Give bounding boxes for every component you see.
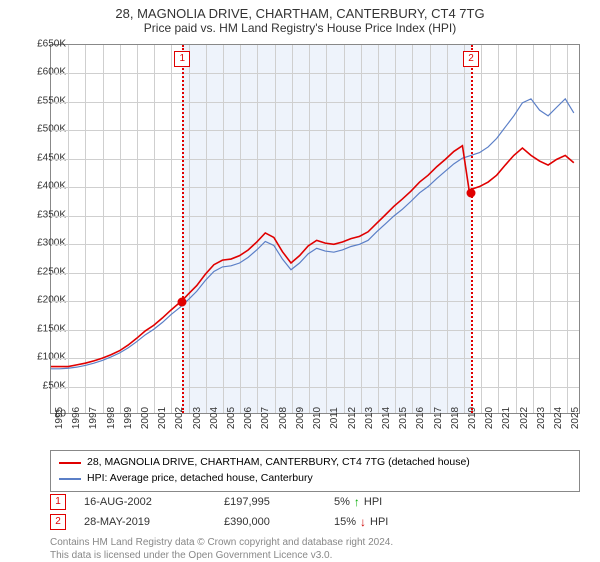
sale-price: £390,000 — [224, 516, 334, 528]
sale-marker-icon: 2 — [50, 514, 66, 530]
sale-date: 28-MAY-2019 — [84, 516, 224, 528]
legend-item: HPI: Average price, detached house, Cant… — [59, 471, 571, 487]
sale-date: 16-AUG-2002 — [84, 496, 224, 508]
plot-svg — [51, 45, 579, 413]
sale-delta: 15% ↓ HPI — [334, 515, 454, 529]
sale-row: 1 16-AUG-2002 £197,995 5% ↑ HPI — [50, 494, 580, 510]
event-marker-icon: 1 — [174, 51, 190, 67]
chart-title: 28, MAGNOLIA DRIVE, CHARTHAM, CANTERBURY… — [0, 0, 600, 21]
footer: Contains HM Land Registry data © Crown c… — [50, 536, 580, 562]
sale-price: £197,995 — [224, 496, 334, 508]
footer-line: Contains HM Land Registry data © Crown c… — [50, 536, 580, 549]
delta-suffix: HPI — [364, 496, 382, 508]
event-marker-icon: 2 — [463, 51, 479, 67]
arrow-up-icon: ↑ — [354, 495, 360, 509]
event-marker-dot — [467, 189, 476, 198]
delta-percent: 5% — [334, 496, 350, 508]
legend-item: 28, MAGNOLIA DRIVE, CHARTHAM, CANTERBURY… — [59, 455, 571, 471]
arrow-down-icon: ↓ — [360, 515, 366, 529]
event-marker-dot — [178, 298, 187, 307]
plot-area: 12 — [50, 44, 580, 414]
sale-delta: 5% ↑ HPI — [334, 495, 454, 509]
series-line — [51, 99, 574, 369]
event-marker-line — [182, 45, 184, 413]
delta-suffix: HPI — [370, 516, 388, 528]
delta-percent: 15% — [334, 516, 356, 528]
legend-label: HPI: Average price, detached house, Cant… — [87, 471, 313, 487]
legend-swatch-icon — [59, 462, 81, 464]
event-marker-line — [471, 45, 473, 413]
series-line — [51, 146, 574, 367]
legend-label: 28, MAGNOLIA DRIVE, CHARTHAM, CANTERBURY… — [87, 455, 470, 471]
footer-line: This data is licensed under the Open Gov… — [50, 549, 580, 562]
legend: 28, MAGNOLIA DRIVE, CHARTHAM, CANTERBURY… — [50, 450, 580, 492]
sale-marker-icon: 1 — [50, 494, 66, 510]
chart-container: { "title": "28, MAGNOLIA DRIVE, CHARTHAM… — [0, 0, 600, 560]
legend-swatch-icon — [59, 478, 81, 480]
chart-subtitle: Price paid vs. HM Land Registry's House … — [0, 21, 600, 39]
sale-row: 2 28-MAY-2019 £390,000 15% ↓ HPI — [50, 514, 580, 530]
